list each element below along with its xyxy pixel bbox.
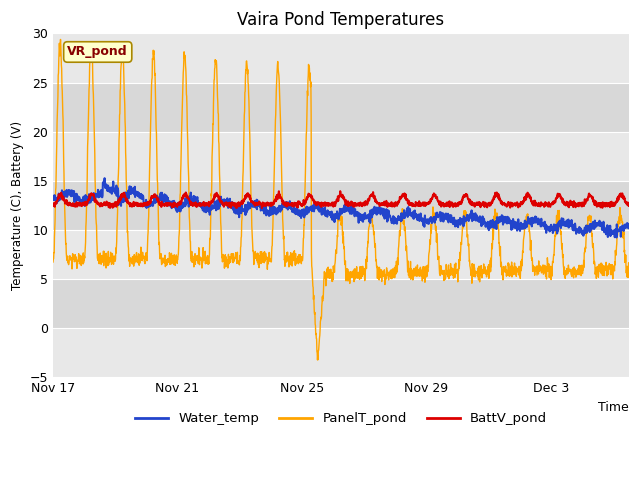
- Text: Time: Time: [598, 401, 629, 414]
- Text: VR_pond: VR_pond: [67, 46, 128, 59]
- Bar: [53, 132, 629, 181]
- Y-axis label: Temperature (C), Battery (V): Temperature (C), Battery (V): [11, 121, 24, 290]
- Bar: [53, 230, 629, 279]
- Bar: [53, 279, 629, 328]
- Title: Vaira Pond Temperatures: Vaira Pond Temperatures: [237, 11, 445, 29]
- Bar: [53, 83, 629, 132]
- Bar: [53, 328, 629, 377]
- Bar: [53, 34, 629, 83]
- Legend: Water_temp, PanelT_pond, BattV_pond: Water_temp, PanelT_pond, BattV_pond: [129, 407, 552, 431]
- Bar: [53, 181, 629, 230]
